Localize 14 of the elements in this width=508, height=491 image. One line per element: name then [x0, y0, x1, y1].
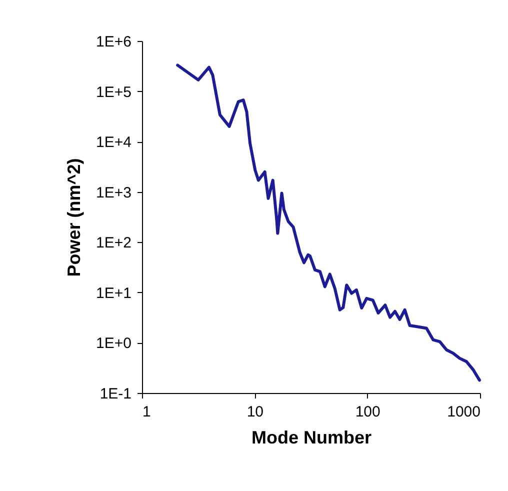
- y-axis-title: Power (nm^2): [64, 158, 84, 277]
- x-tick-label: 1: [142, 404, 151, 420]
- y-tick-label: 1E+6: [96, 34, 132, 50]
- y-tick-label: 1E+5: [96, 84, 132, 101]
- x-tick-label: 100: [355, 404, 380, 420]
- y-tick-label: 1E-1: [100, 386, 132, 402]
- y-tick-label: 1E+1: [96, 284, 132, 302]
- x-tick-label: 10: [246, 404, 264, 420]
- y-tick-label: 1E+0: [96, 335, 132, 352]
- y-tick-label: 1E+2: [96, 234, 132, 252]
- x-tick-label: 1000: [447, 404, 480, 420]
- y-tick-label: 1E+3: [96, 184, 132, 202]
- y-tick-label: 1E+4: [96, 134, 132, 152]
- x-axis-title: Mode Number: [251, 428, 372, 448]
